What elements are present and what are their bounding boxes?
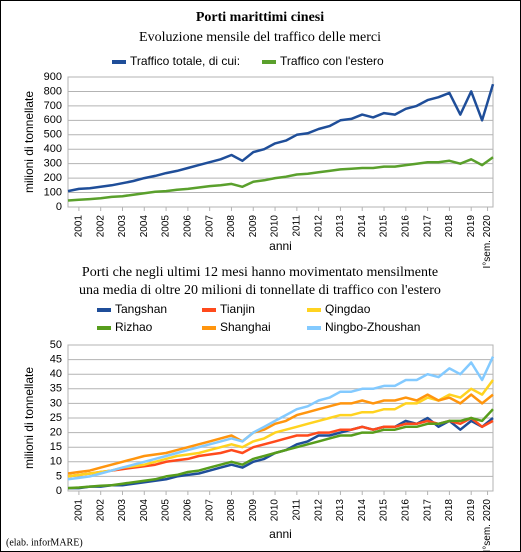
legend-label: Qingdao <box>325 302 371 316</box>
x-tick-label: 2016 <box>400 215 411 238</box>
series-line <box>67 393 494 475</box>
legend-label: Tianjin <box>220 302 255 316</box>
x-tick-label: 2018 <box>444 215 455 238</box>
y-axis-label: milioni di tonnellate <box>22 367 36 469</box>
page-title: Porti marittimi cinesi <box>196 10 324 25</box>
x-tick-label: I°sem. 2020 <box>482 499 493 552</box>
x-tick-label: 2010 <box>270 215 281 238</box>
y-tick-label: 10 <box>50 456 62 468</box>
source: (elab. inforMARE) <box>6 537 83 548</box>
chart-title: Evoluzione mensile del traffico delle me… <box>139 30 381 45</box>
chart-title: una media di oltre 20 milioni di tonnell… <box>79 283 441 298</box>
x-tick-label: 2001 <box>74 215 85 238</box>
x-tick-label: 2006 <box>183 215 194 238</box>
y-axis-label: milioni di tonnellate <box>22 91 36 193</box>
x-tick-label: 2007 <box>204 215 215 238</box>
x-tick-label: 2015 <box>379 215 390 238</box>
x-tick-label: 2009 <box>248 499 259 522</box>
x-tick-label: 2017 <box>422 215 433 238</box>
x-tick-label: 2014 <box>357 499 368 522</box>
x-tick-label: 2014 <box>357 215 368 238</box>
x-tick-label: 2019 <box>466 215 477 238</box>
legend-label: Tangshan <box>115 302 167 316</box>
x-tick-label: 2007 <box>204 499 215 522</box>
y-tick-label: 900 <box>44 71 62 83</box>
x-tick-label: 2012 <box>313 215 324 238</box>
series-line <box>67 356 495 481</box>
series-line <box>67 379 495 478</box>
x-tick-label: 2015 <box>379 499 390 522</box>
y-tick-label: 40 <box>50 368 62 380</box>
plot-border <box>67 76 494 208</box>
x-tick-label: 2004 <box>139 499 150 522</box>
legend-label: Shanghai <box>220 320 271 334</box>
y-tick-label: 25 <box>50 412 62 424</box>
x-tick-label: 2002 <box>95 215 106 238</box>
y-tick-label: 5 <box>56 470 62 482</box>
legend-label: Rizhao <box>115 320 153 334</box>
x-tick-label: 2003 <box>117 215 128 238</box>
y-tick-label: 400 <box>44 143 62 155</box>
y-tick-label: 100 <box>44 186 62 198</box>
x-tick-label: I°sem. 2020 <box>482 215 493 269</box>
series-line <box>67 408 494 490</box>
x-tick-label: 2009 <box>248 215 259 238</box>
x-tick-label: 2008 <box>226 499 237 522</box>
legend-label: Traffico con l'estero <box>280 54 384 68</box>
x-tick-label: 2017 <box>422 499 433 522</box>
y-tick-label: 45 <box>50 354 62 366</box>
x-tick-label: 2004 <box>139 215 150 238</box>
x-tick-label: 2008 <box>226 215 237 238</box>
y-tick-label: 15 <box>50 441 62 453</box>
y-tick-label: 50 <box>50 339 62 351</box>
x-tick-label: 2002 <box>95 499 106 522</box>
y-tick-label: 600 <box>44 114 62 126</box>
y-tick-label: 20 <box>50 427 62 439</box>
x-tick-label: 2012 <box>313 499 324 522</box>
y-tick-label: 200 <box>44 172 62 184</box>
y-tick-label: 0 <box>56 201 62 213</box>
x-tick-label: 2016 <box>400 499 411 522</box>
x-tick-label: 2019 <box>466 499 477 522</box>
x-tick-label: 2003 <box>117 499 128 522</box>
x-tick-label: 2005 <box>161 499 172 522</box>
y-tick-label: 700 <box>44 100 62 112</box>
x-tick-label: 2011 <box>291 499 302 521</box>
y-tick-label: 800 <box>44 85 62 97</box>
legend-label: Ningbo-Zhoushan <box>325 320 420 334</box>
x-tick-label: 2010 <box>270 499 281 522</box>
x-axis-label: anni <box>269 527 292 541</box>
y-tick-label: 30 <box>50 397 62 409</box>
y-tick-label: 35 <box>50 383 62 395</box>
x-tick-label: 2005 <box>161 215 172 238</box>
x-tick-label: 2018 <box>444 499 455 522</box>
y-tick-label: 300 <box>44 158 62 170</box>
x-tick-label: 2006 <box>183 499 194 522</box>
x-tick-label: 2013 <box>335 499 346 522</box>
y-tick-label: 500 <box>44 129 62 141</box>
chart-title: Porti che negli ultimi 12 mesi hanno mov… <box>82 265 438 280</box>
legend-label: Traffico totale, di cui: <box>130 54 240 68</box>
x-tick-label: 2013 <box>335 215 346 238</box>
x-tick-label: 2001 <box>74 499 85 522</box>
series-line <box>67 156 494 202</box>
x-axis-label: anni <box>269 239 292 253</box>
series-line <box>67 83 495 193</box>
y-tick-label: 0 <box>56 485 62 497</box>
x-tick-label: 2011 <box>291 215 302 237</box>
series-line <box>67 416 494 478</box>
